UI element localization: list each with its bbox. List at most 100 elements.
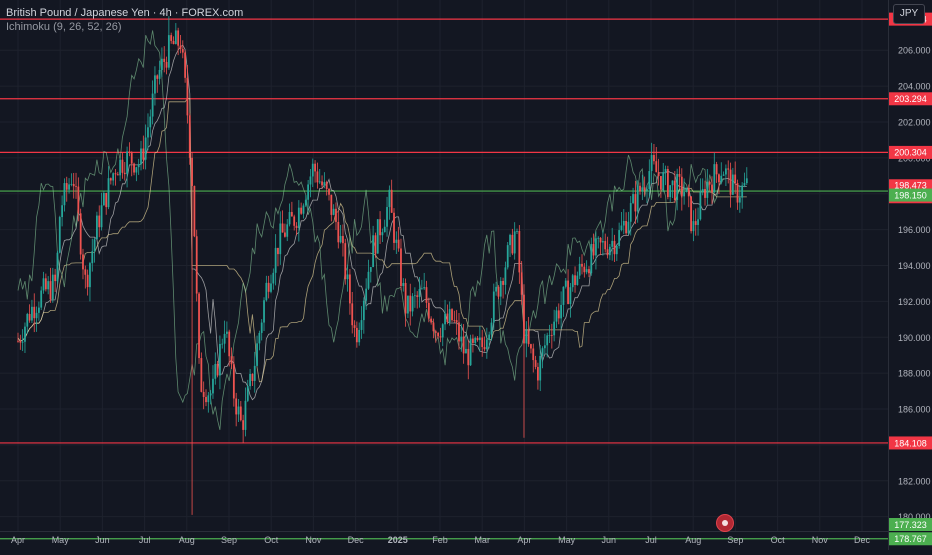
candle-body xyxy=(432,322,435,332)
candle-body xyxy=(232,364,235,399)
candle-body xyxy=(409,295,412,312)
candle-body xyxy=(188,115,191,158)
candle-body xyxy=(625,221,628,234)
candle-body xyxy=(342,235,344,244)
x-tick-label: Sep xyxy=(221,535,237,545)
candle-body xyxy=(490,322,493,335)
candle-body xyxy=(729,169,732,195)
candle-body xyxy=(404,282,407,314)
candle-body xyxy=(249,373,251,387)
candle-body xyxy=(209,393,212,396)
candle-body xyxy=(483,347,486,350)
candle-body xyxy=(492,291,495,323)
candles xyxy=(17,16,748,515)
y-tick-label: 190.000 xyxy=(898,333,931,343)
candle-body xyxy=(58,217,61,253)
candle-body xyxy=(499,280,502,297)
candle-body xyxy=(284,232,286,237)
candle-body xyxy=(578,263,581,276)
time-axis: Apr May Jun Jul Aug Sep Oct Nov Dec 2025 Feb Mar Apr… xyxy=(0,531,888,545)
candle-body xyxy=(274,247,277,273)
candle-body xyxy=(360,320,363,330)
candle-body xyxy=(42,278,45,291)
candle-body xyxy=(543,345,546,349)
level-tag xyxy=(889,436,932,450)
candle-body xyxy=(694,221,697,225)
candle-body xyxy=(93,239,96,252)
base-line xyxy=(17,98,747,383)
candle-body xyxy=(140,148,142,165)
candle-body xyxy=(381,232,384,236)
currency-button[interactable]: JPY xyxy=(893,4,925,24)
candle-body xyxy=(497,286,500,297)
candle-body xyxy=(539,355,542,381)
candle-body xyxy=(530,344,532,349)
candle-body xyxy=(272,272,275,284)
candle-body xyxy=(75,186,77,188)
candle-body xyxy=(147,127,149,138)
candle-body xyxy=(455,320,458,323)
candle-body xyxy=(402,282,405,287)
candle-body xyxy=(68,184,70,190)
y-tick-label: 192.000 xyxy=(898,297,931,307)
candle-body xyxy=(448,309,451,323)
candle-body xyxy=(548,334,551,336)
candle-body xyxy=(195,236,198,294)
candle-body xyxy=(439,336,442,338)
candle-body xyxy=(541,348,544,356)
candle-body xyxy=(270,283,272,292)
candle-body xyxy=(416,295,419,297)
candle-body xyxy=(96,215,98,240)
candle-body xyxy=(393,212,395,243)
candle-body xyxy=(622,221,625,226)
candle-body xyxy=(673,180,676,200)
candle-body xyxy=(560,304,563,319)
candle-body xyxy=(376,219,379,254)
candle-body xyxy=(595,238,597,256)
candle-body xyxy=(488,334,491,340)
candle-body xyxy=(31,306,33,321)
event-marker-icon[interactable] xyxy=(716,514,734,532)
x-tick-label: Jul xyxy=(645,535,657,545)
candle-body xyxy=(286,224,289,237)
candle-body xyxy=(527,330,530,345)
candle-body xyxy=(662,172,665,190)
candle-body xyxy=(553,321,556,336)
candle-body xyxy=(47,281,50,290)
candle-body xyxy=(474,337,477,343)
x-tick-label: Oct xyxy=(264,535,279,545)
candle-body xyxy=(643,187,646,191)
candle-body xyxy=(367,271,370,289)
candle-body xyxy=(520,272,523,295)
x-tick-label: Apr xyxy=(517,535,531,545)
indicator-label[interactable]: Ichimoku (9, 26, 52, 26) xyxy=(6,21,122,33)
candle-body xyxy=(346,274,349,280)
candle-body xyxy=(339,235,342,243)
candle-body xyxy=(713,164,716,193)
candle-body xyxy=(349,274,351,304)
candle-body xyxy=(574,275,576,285)
candle-body xyxy=(112,173,115,181)
candle-body xyxy=(571,275,574,288)
candle-body xyxy=(307,184,310,200)
candle-body xyxy=(715,164,718,175)
candle-body xyxy=(469,338,472,366)
y-tick-label: 196.000 xyxy=(898,225,931,235)
candle-body xyxy=(383,226,386,233)
candle-body xyxy=(158,69,161,79)
x-tick-label: Nov xyxy=(305,535,322,545)
candle-body xyxy=(258,332,261,344)
candle-body xyxy=(365,288,368,301)
candle-body xyxy=(144,137,147,160)
candle-body xyxy=(506,245,509,268)
candle-body xyxy=(465,348,467,354)
x-tick-label: Jun xyxy=(95,535,110,545)
candle-body xyxy=(590,243,593,274)
candle-body xyxy=(179,45,182,49)
candle-body xyxy=(511,234,514,254)
candle-body xyxy=(86,274,89,288)
candle-body xyxy=(186,77,189,116)
candle-body xyxy=(518,231,521,273)
